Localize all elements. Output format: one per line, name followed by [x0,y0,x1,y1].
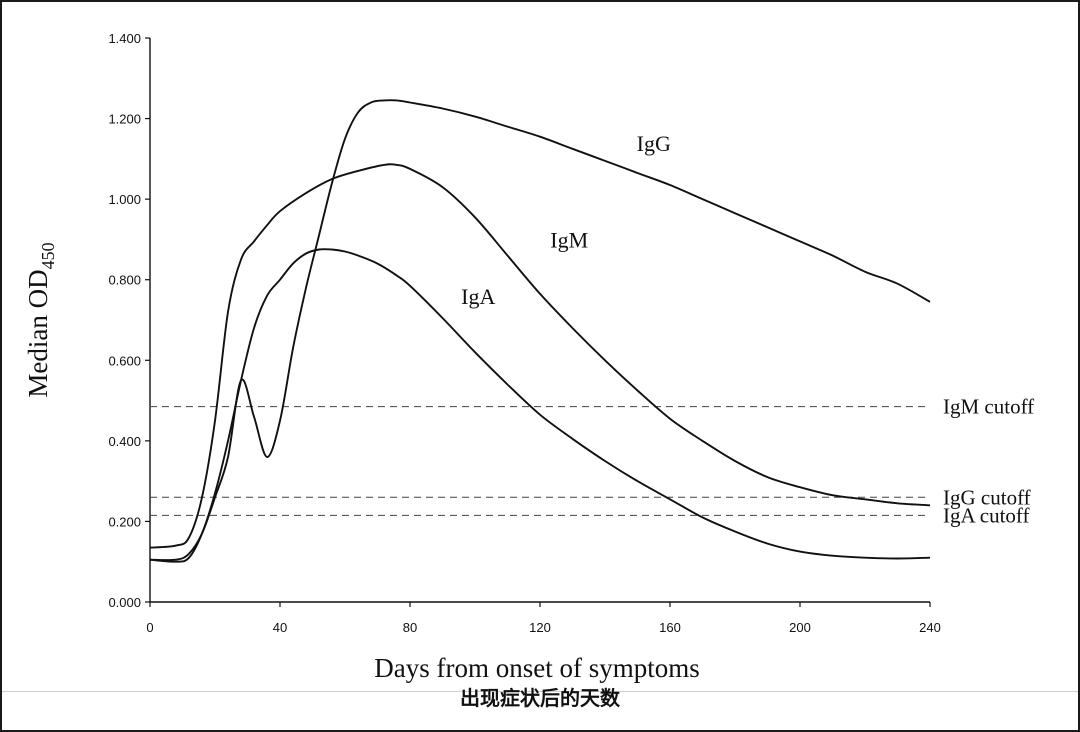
y-tick-label: 0.800 [108,273,141,288]
series-line-igm [149,163,931,549]
x-tick-label: 0 [146,620,153,635]
tick-group: 0.000 0.200 0.400 0.600 0.800 1.000 1.200 1.400… [108,31,940,635]
series-labels: IgG IgM IgA [461,131,671,309]
series-label: IgM [550,227,588,252]
y-tick-label: 1.400 [108,31,141,46]
x-tick-label: 40 [273,620,287,635]
x-tick-label: 120 [529,620,551,635]
cutoff-label: IgM cutoff [943,395,1034,419]
axes [149,38,930,603]
series-line-iga [149,248,931,563]
cutoff-label: IgA cutoff [943,503,1030,527]
x-tick-label: 160 [659,620,681,635]
x-tick-label: 80 [403,620,417,635]
x-tick-label: 240 [919,620,941,635]
y-tick-label: 0.200 [108,514,141,529]
y-axis-label: Median OD450 [23,242,58,397]
x-tick-label: 200 [789,620,811,635]
y-tick-label: 0.000 [108,595,141,610]
cutoff-label: IgG cutoff [943,485,1031,509]
chinese-caption: 出现症状后的天数 [460,686,620,710]
y-axis-label-subscript: 450 [38,242,58,269]
series-label: IgG [637,131,671,156]
y-tick-label: 1.000 [108,192,141,207]
bottom-divider [2,691,1078,692]
y-axis-label-main: Median OD [23,269,53,397]
y-tick-label: 0.400 [108,434,141,449]
series-label: IgA [461,284,495,309]
y-tick-label: 1.200 [108,112,141,127]
x-axis-label: Days from onset of symptoms [374,653,699,683]
series-lines [149,99,931,563]
y-tick-label: 0.600 [108,353,141,368]
